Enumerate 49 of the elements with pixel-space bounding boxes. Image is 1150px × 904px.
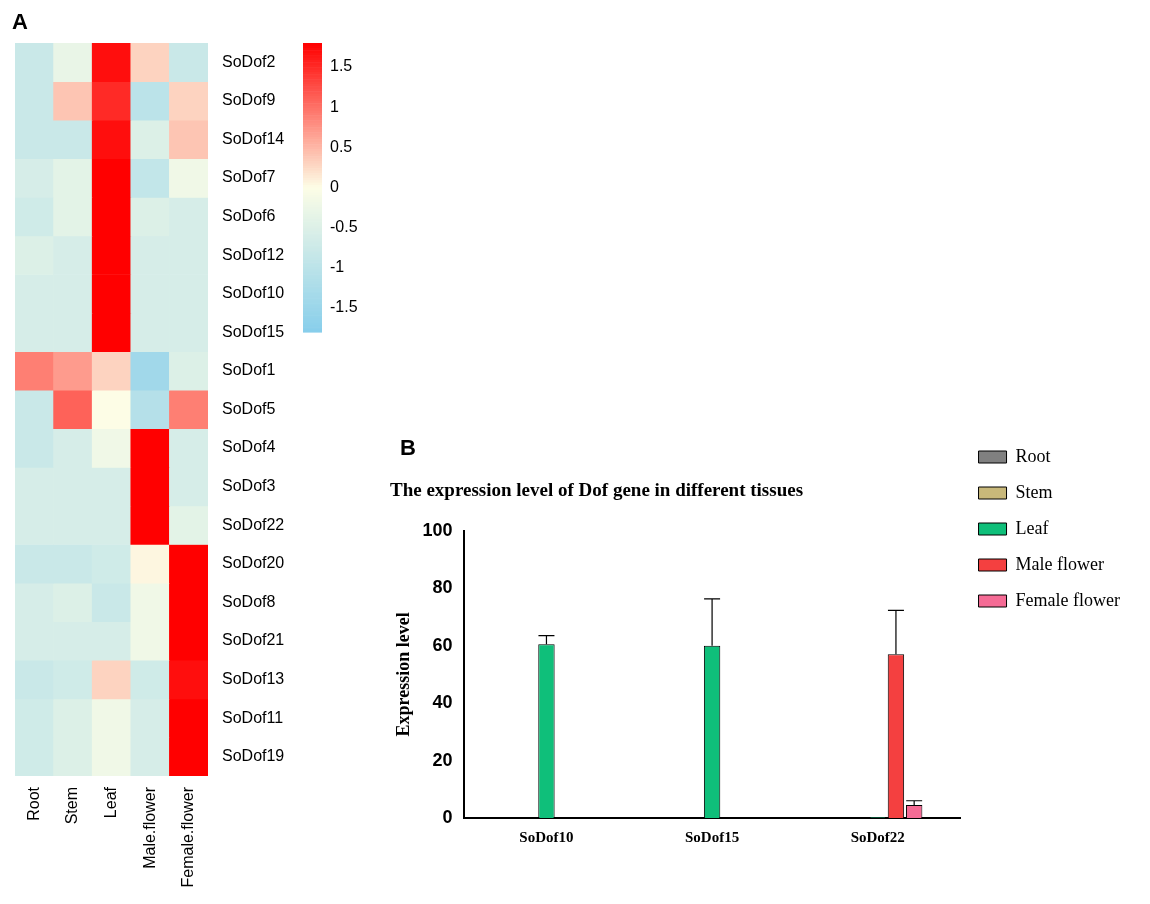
color-bar-label: -1 <box>330 258 345 276</box>
y-tick-label: SoDof20 <box>222 554 285 572</box>
legend-label: Stem <box>1015 481 1053 502</box>
x-tick-label: SoDof10 <box>519 828 574 845</box>
chart-title: The expression level of Dof gene in different tissues <box>390 479 804 501</box>
y-tick-label: 40 <box>432 692 453 713</box>
y-tick-label: SoDof1 <box>222 361 276 379</box>
color-bar-label: -0.5 <box>330 218 358 236</box>
x-tick-label: SoDof15 <box>685 828 740 845</box>
color-bar-label: 0.5 <box>330 137 353 155</box>
y-tick-label: SoDof7 <box>222 168 276 186</box>
y-tick-label: 100 <box>422 519 453 540</box>
color-bar-label: -1.5 <box>330 298 358 316</box>
x-tick-label: Female.flower <box>179 786 197 888</box>
y-tick-label: SoDof5 <box>222 399 276 417</box>
color-bar-label: 1 <box>330 97 339 115</box>
y-tick-label: SoDof6 <box>222 207 276 225</box>
y-tick-label: SoDof9 <box>222 91 276 109</box>
y-tick-label: SoDof10 <box>222 284 285 302</box>
y-tick-label: 60 <box>432 634 453 655</box>
legend-label: Female flower <box>1015 589 1121 610</box>
x-tick-label: Leaf <box>101 786 119 819</box>
y-tick-label: 0 <box>442 806 453 827</box>
y-tick-label: SoDof14 <box>222 129 285 147</box>
y-tick-label: SoDof22 <box>222 515 285 533</box>
y-tick-label: SoDof2 <box>222 52 276 70</box>
text: A <box>12 9 28 35</box>
y-tick-label: SoDof12 <box>222 245 285 263</box>
y-tick-label: SoDof21 <box>222 631 285 649</box>
y-tick-label: SoDof13 <box>222 669 285 687</box>
legend-label: Leaf <box>1015 517 1049 538</box>
y-tick-label: SoDof3 <box>222 477 276 495</box>
y-tick-label: 20 <box>432 749 453 770</box>
x-tick-label: Stem <box>63 787 81 825</box>
x-tick-label: Root <box>24 786 42 821</box>
y-tick-label: 80 <box>432 577 453 598</box>
x-tick-label: Male.flower <box>140 786 158 869</box>
y-tick-label: SoDof19 <box>222 747 285 765</box>
y-tick-label: SoDof4 <box>222 438 276 456</box>
y-axis-title: Expression level <box>393 612 414 737</box>
color-bar-label: 1.5 <box>330 57 353 75</box>
y-tick-label: SoDof15 <box>222 322 285 340</box>
legend-label: Root <box>1015 445 1051 466</box>
y-tick-label: SoDof8 <box>222 592 276 610</box>
x-tick-label: SoDof22 <box>850 828 905 845</box>
y-tick-label: SoDof11 <box>222 708 284 726</box>
legend-label: Male flower <box>1015 553 1105 574</box>
text: B <box>400 435 416 461</box>
color-bar-label: 0 <box>330 177 339 195</box>
